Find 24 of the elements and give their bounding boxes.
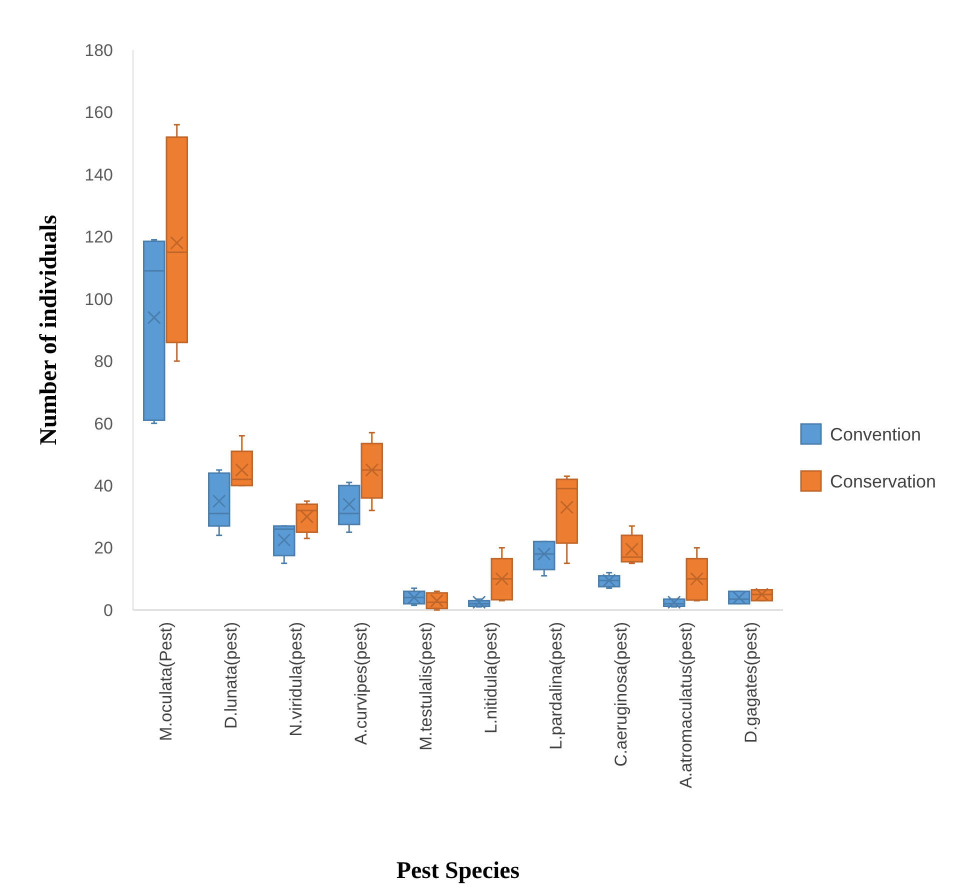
x-tick-label: L.pardalina(pest): [546, 622, 566, 750]
y-tick-label: 180: [84, 40, 113, 60]
x-tick-label: A.curvipes(pest): [352, 622, 370, 745]
y-tick-label: 60: [94, 414, 113, 434]
y-tick-label: 40: [94, 476, 113, 496]
y-tick-label: 160: [84, 103, 113, 122]
x-tick-label: D.lunata(pest): [222, 622, 240, 729]
legend-label: Convention: [830, 424, 922, 444]
x-tick-label: D.gagates(pest): [742, 622, 760, 743]
y-axis-title: Number of individuals: [36, 214, 62, 446]
y-tick-label: 20: [94, 538, 113, 558]
x-axis-title: Pest Species: [396, 858, 520, 884]
x-tick-label: N.viridula(pest): [286, 622, 306, 736]
x-tick-label: L.nitidula(pest): [482, 622, 500, 734]
y-tick-label: 0: [104, 600, 113, 620]
legend-label: Conservation: [830, 471, 936, 492]
y-tick-label: 80: [94, 352, 113, 372]
x-tick-label: M.testulalis(pest): [416, 622, 436, 750]
x-tick-label: C.aeruginosa(pest): [612, 622, 630, 767]
y-tick-label: 100: [84, 290, 113, 309]
y-tick-label: 140: [84, 165, 113, 184]
x-tick-label: A.atromaculatus(pest): [676, 622, 696, 788]
y-tick-label: 120: [84, 228, 113, 247]
x-tick-label: M.oculata(Pest): [156, 622, 176, 742]
